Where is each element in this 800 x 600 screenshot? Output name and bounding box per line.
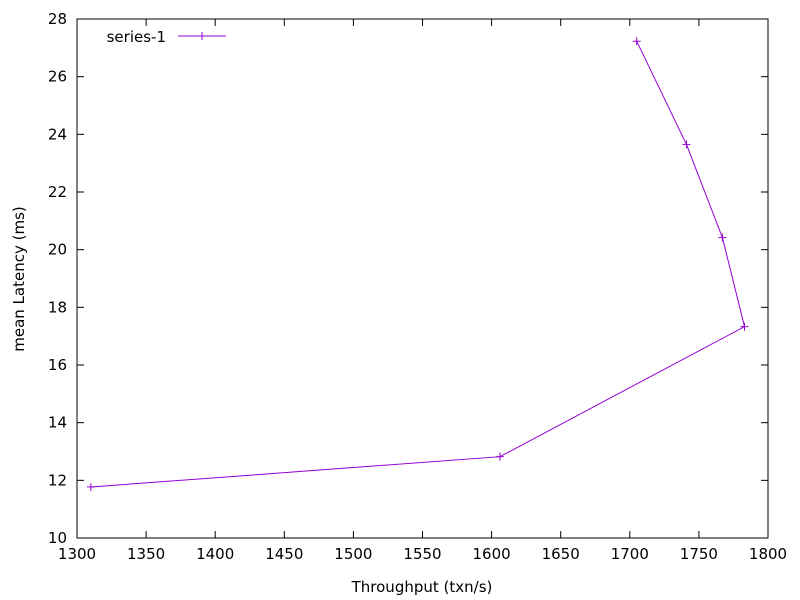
y-tick-label: 26	[48, 68, 67, 86]
series-group	[86, 37, 749, 491]
plot-border	[76, 18, 769, 539]
data-point	[740, 322, 749, 331]
x-tick-label: 1350	[127, 545, 165, 563]
x-tick-label: 1650	[542, 545, 580, 563]
data-point	[682, 140, 691, 149]
y-tick-label: 22	[48, 183, 67, 201]
x-axis: 1300 1350 1400 1450 1500 1550 1600 1650 1700 1750…	[58, 19, 787, 563]
y-tick-label: 18	[48, 298, 67, 316]
x-tick-label: 1800	[749, 545, 787, 563]
x-axis-title: Throughput (txn/s)	[351, 578, 493, 596]
y-tick-label: 12	[48, 471, 67, 489]
x-tick-label: 1500	[334, 545, 372, 563]
y-tick-label: 16	[48, 356, 67, 374]
data-point	[86, 482, 95, 491]
legend: series-1	[107, 28, 226, 46]
data-point	[632, 37, 641, 46]
x-tick-label: 1750	[680, 545, 718, 563]
data-point	[718, 233, 727, 242]
series-line	[90, 40, 746, 488]
y-tick-label: 20	[48, 241, 67, 259]
y-tick-label: 10	[48, 529, 67, 547]
y-axis: 10 12 14 16 18 20 22 24 26 28	[48, 10, 768, 547]
x-tick-label: 1450	[265, 545, 303, 563]
x-tick-label: 1300	[58, 545, 96, 563]
y-tick-label: 28	[48, 10, 67, 28]
x-tick-label: 1700	[611, 545, 649, 563]
plot-frame	[76, 18, 769, 539]
y-tick-label: 24	[48, 125, 67, 143]
y-axis-title: mean Latency (ms)	[10, 206, 28, 352]
x-tick-label: 1400	[196, 545, 234, 563]
x-tick-label: 1550	[403, 545, 441, 563]
y-tick-label: 14	[48, 414, 67, 432]
x-tick-label: 1600	[473, 545, 511, 563]
data-point	[495, 452, 504, 461]
legend-label: series-1	[107, 28, 166, 46]
legend-marker	[198, 32, 206, 40]
